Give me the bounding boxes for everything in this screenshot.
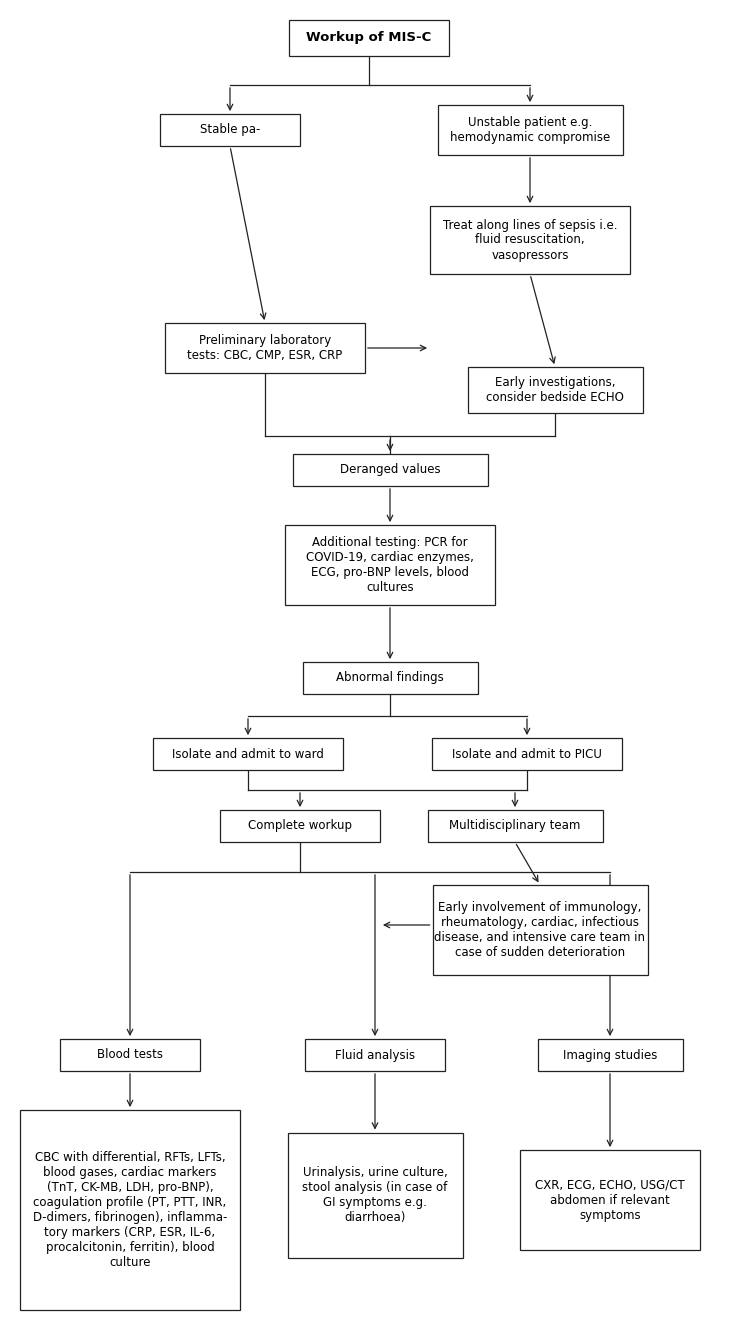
FancyBboxPatch shape [430,205,630,274]
Text: Isolate and admit to PICU: Isolate and admit to PICU [452,748,602,760]
FancyBboxPatch shape [20,1111,240,1309]
FancyBboxPatch shape [160,114,300,146]
FancyBboxPatch shape [285,525,495,604]
FancyBboxPatch shape [165,324,365,373]
FancyBboxPatch shape [60,1039,200,1070]
FancyBboxPatch shape [303,662,477,694]
FancyBboxPatch shape [289,20,449,56]
Text: Treat along lines of sepsis i.e.
fluid resuscitation,
vasopressors: Treat along lines of sepsis i.e. fluid r… [443,219,617,262]
Text: Imaging studies: Imaging studies [563,1049,657,1061]
FancyBboxPatch shape [288,1132,463,1257]
Text: Fluid analysis: Fluid analysis [335,1049,415,1061]
Text: Deranged values: Deranged values [339,463,441,477]
Text: Workup of MIS-C: Workup of MIS-C [306,31,432,44]
FancyBboxPatch shape [220,810,380,842]
Text: Early investigations,
consider bedside ECHO: Early investigations, consider bedside E… [486,376,624,404]
Text: Early involvement of immunology,
rheumatology, cardiac, infectious
disease, and : Early involvement of immunology, rheumat… [435,901,646,959]
FancyBboxPatch shape [427,810,602,842]
Text: Blood tests: Blood tests [97,1049,163,1061]
Text: Complete workup: Complete workup [248,819,352,833]
Text: CXR, ECG, ECHO, USG/CT
abdomen if relevant
symptoms: CXR, ECG, ECHO, USG/CT abdomen if releva… [535,1179,685,1222]
FancyBboxPatch shape [537,1039,683,1070]
Text: Multidisciplinary team: Multidisciplinary team [449,819,581,833]
Text: Isolate and admit to ward: Isolate and admit to ward [172,748,324,760]
FancyBboxPatch shape [520,1150,700,1250]
FancyBboxPatch shape [305,1039,445,1070]
Text: Unstable patient e.g.
hemodynamic compromise: Unstable patient e.g. hemodynamic compro… [450,115,610,144]
Text: Urinalysis, urine culture,
stool analysis (in case of
GI symptoms e.g.
diarrhoea: Urinalysis, urine culture, stool analysi… [303,1166,448,1223]
FancyBboxPatch shape [292,454,488,486]
Text: Additional testing: PCR for
COVID-19, cardiac enzymes,
ECG, pro-BNP levels, bloo: Additional testing: PCR for COVID-19, ca… [306,536,474,594]
FancyBboxPatch shape [432,739,622,770]
FancyBboxPatch shape [467,367,643,414]
FancyBboxPatch shape [438,105,622,154]
FancyBboxPatch shape [432,885,647,975]
Text: Stable pa-: Stable pa- [200,124,261,137]
Text: Preliminary laboratory
tests: CBC, CMP, ESR, CRP: Preliminary laboratory tests: CBC, CMP, … [187,334,342,363]
FancyBboxPatch shape [153,739,343,770]
Text: CBC with differential, RFTs, LFTs,
blood gases, cardiac markers
(TnT, CK-MB, LDH: CBC with differential, RFTs, LFTs, blood… [32,1151,227,1269]
Text: Abnormal findings: Abnormal findings [336,672,444,685]
